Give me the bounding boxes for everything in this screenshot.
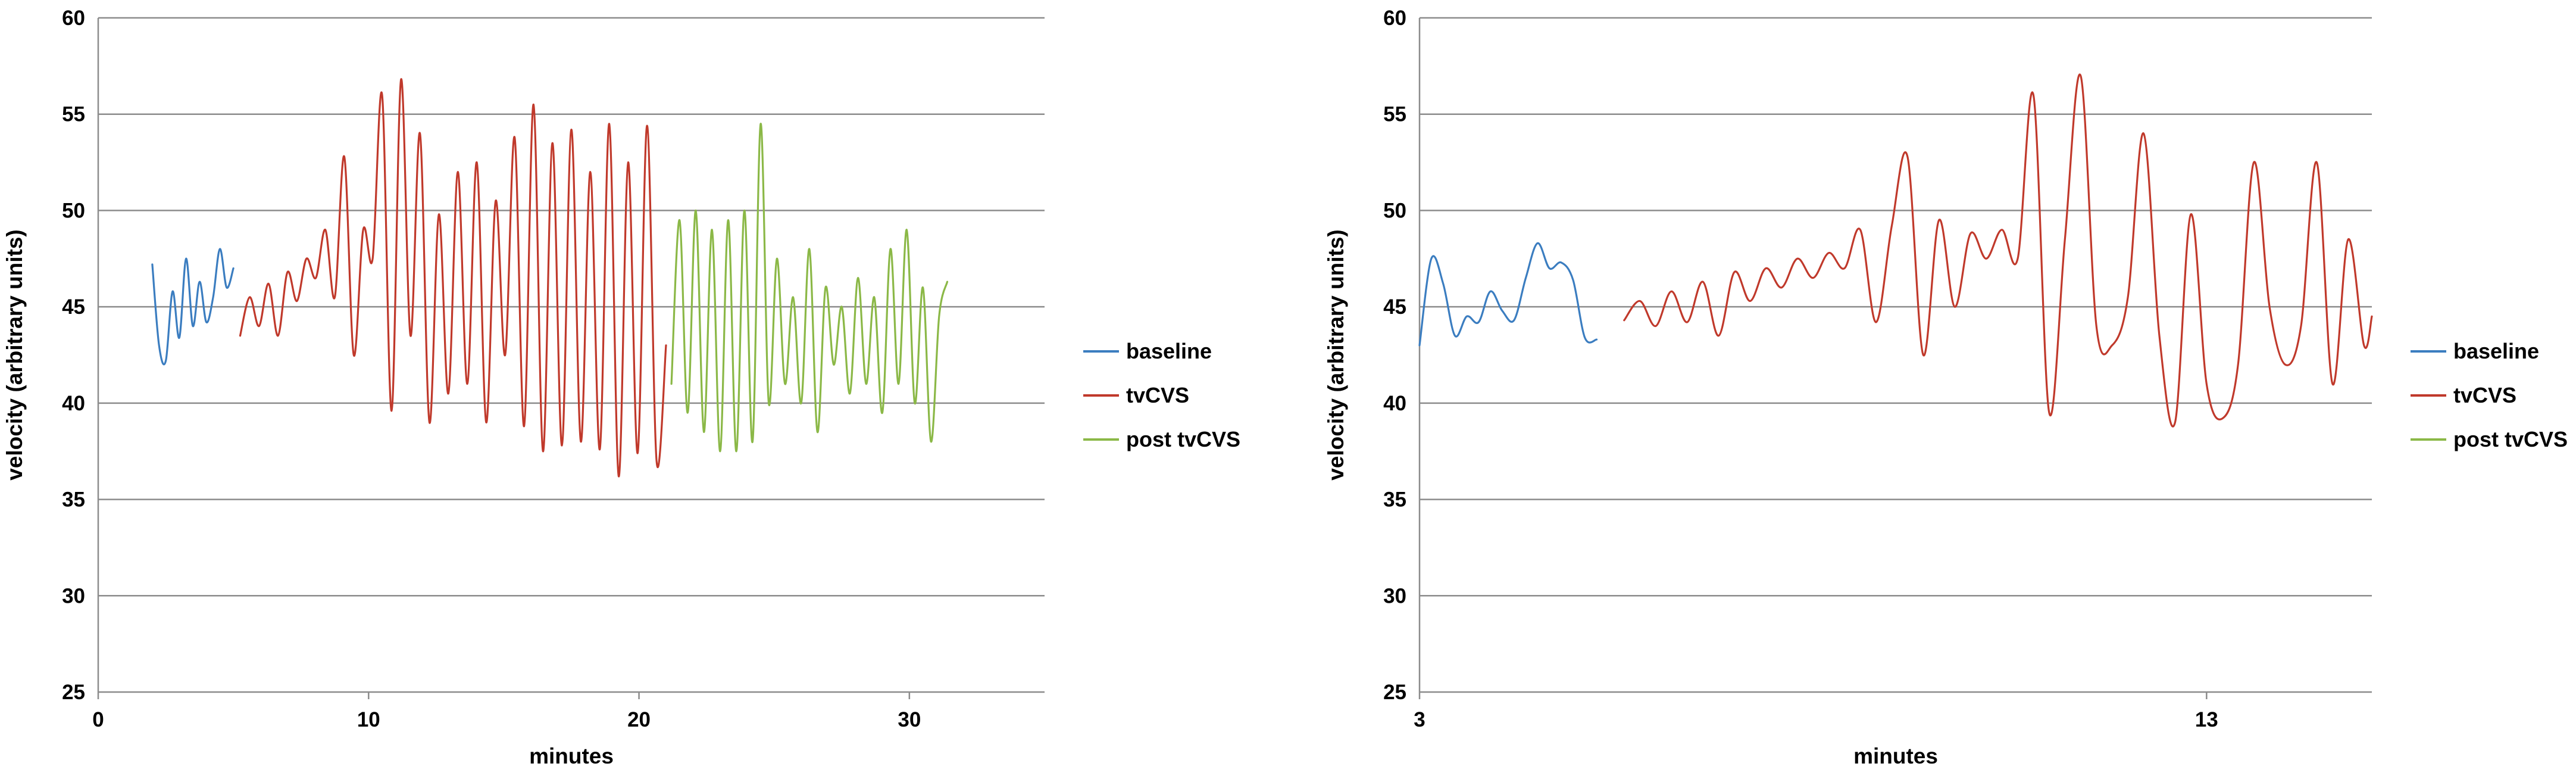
series-line-post-tvCVS — [670, 123, 949, 453]
y-tick-label: 25 — [62, 681, 85, 704]
x-tick-label: 10 — [357, 708, 380, 731]
x-axis-title: minutes — [529, 744, 614, 768]
x-tick-label: 0 — [92, 708, 104, 731]
y-tick-label: 45 — [1383, 295, 1406, 319]
legend-label: tvCVS — [1126, 383, 1189, 407]
y-axis-title: velocity (arbitrary units) — [2, 229, 27, 481]
x-tick-label: 13 — [2195, 708, 2218, 731]
legend-label: tvCVS — [2453, 383, 2516, 407]
y-tick-label: 60 — [62, 7, 85, 30]
y-tick-label: 50 — [1383, 199, 1406, 222]
y-tick-label: 35 — [1383, 488, 1406, 512]
legend-label: post tvCVS — [2453, 427, 2568, 451]
chart-left: 25 30 35 40 45 50 55 60 0 10 20 30 minutes velocity (… — [2, 7, 1240, 768]
y-tick-label: 45 — [62, 295, 85, 319]
y-tick-label: 60 — [1383, 7, 1406, 30]
series-line-baseline — [1418, 242, 1598, 347]
x-tick-label: 20 — [627, 708, 651, 731]
x-axis-title: minutes — [1853, 744, 1938, 768]
series-line-tvCVS — [239, 78, 667, 478]
y-tick-label: 30 — [62, 584, 85, 607]
y-tick-label: 50 — [62, 199, 85, 222]
chart-right: 25 30 35 40 45 50 55 60 3 13 minutes velocity (arbi… — [1324, 7, 2568, 768]
y-tick-label: 35 — [62, 488, 85, 512]
legend-label: baseline — [2453, 339, 2539, 363]
y-tick-label: 25 — [1383, 681, 1406, 704]
y-axis-title: velocity (arbitrary units) — [1324, 229, 1348, 481]
x-tick-label: 3 — [1414, 708, 1425, 731]
y-tick-label: 40 — [1383, 392, 1406, 415]
y-tick-label: 30 — [1383, 584, 1406, 607]
y-tick-label: 40 — [62, 392, 85, 415]
x-tick-label: 30 — [898, 708, 921, 731]
series-line-baseline — [151, 248, 235, 366]
y-tick-label: 55 — [62, 103, 85, 126]
y-tick-label: 55 — [1383, 103, 1406, 126]
legend-label: baseline — [1126, 339, 1212, 363]
series-line-tvCVS — [1623, 73, 2373, 428]
legend-label: post tvCVS — [1126, 427, 1240, 451]
